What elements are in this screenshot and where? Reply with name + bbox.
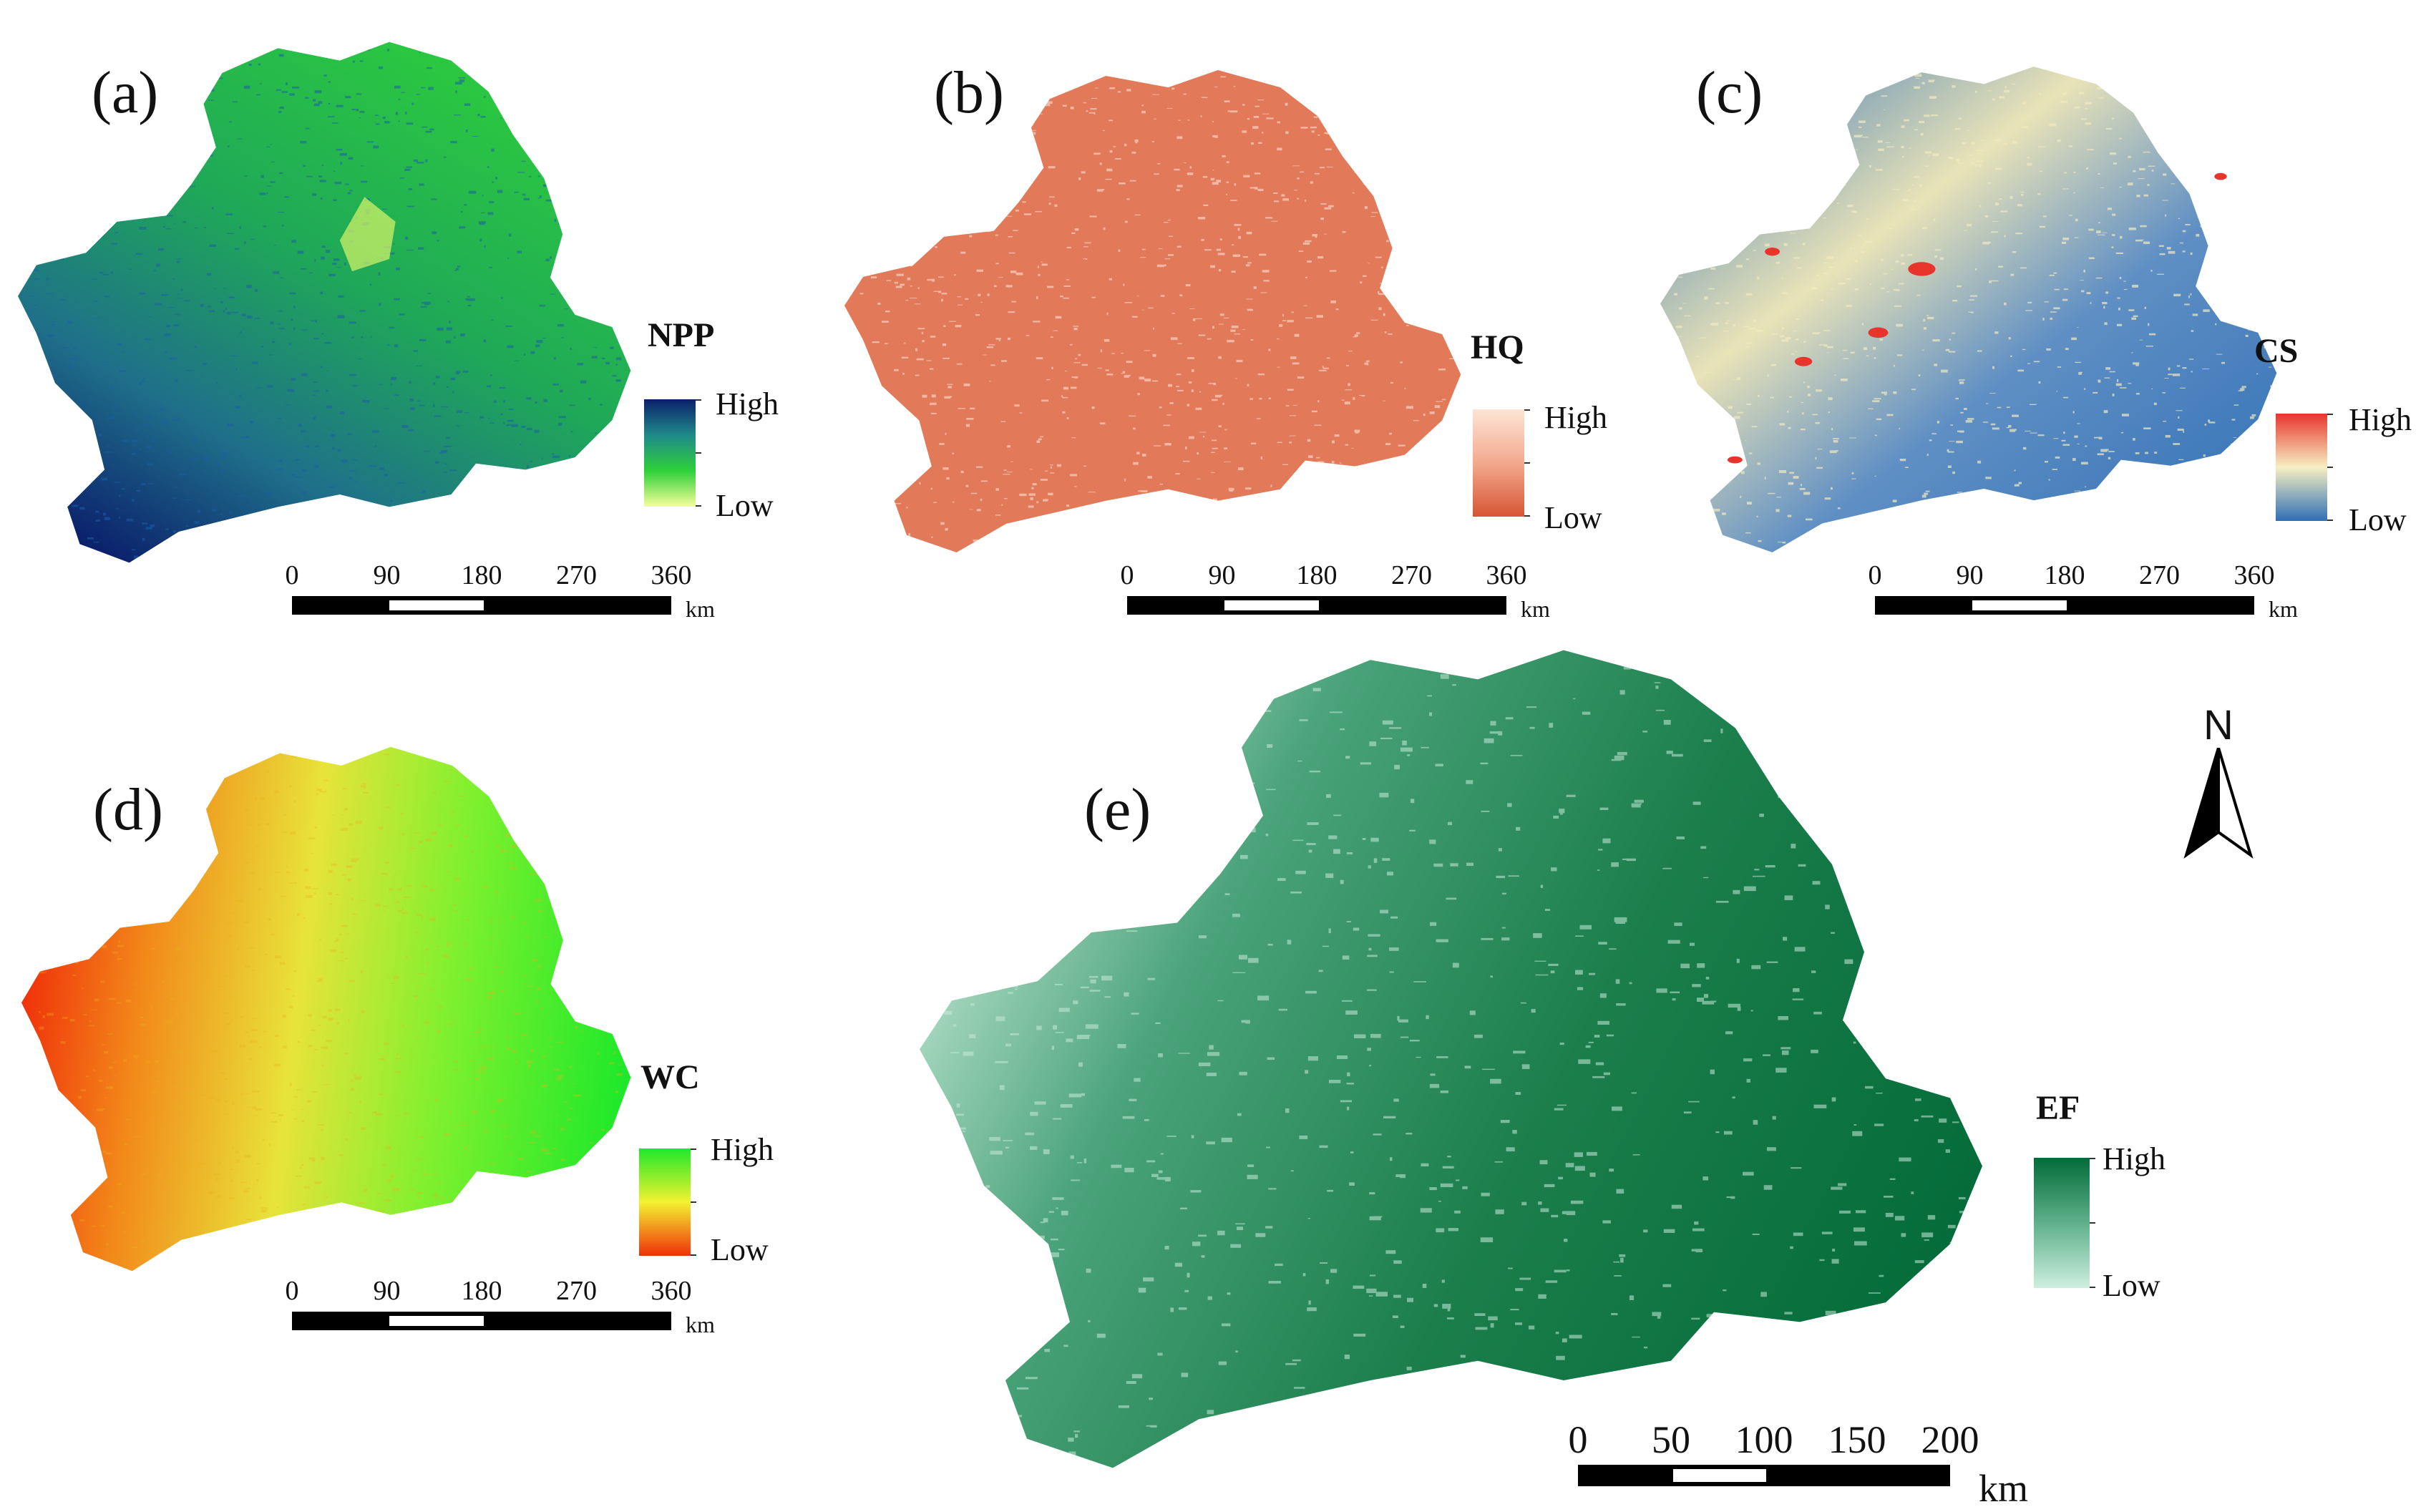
scale-tick-label: 90	[1208, 560, 1236, 590]
panel-label: (a)	[92, 59, 159, 126]
legend-low-label: Low	[2349, 502, 2407, 537]
legend-colorbar	[1473, 409, 1524, 517]
legend-low-label: Low	[711, 1232, 769, 1267]
panel-label: (d)	[93, 776, 163, 843]
panel-label: (c)	[1696, 59, 1763, 126]
scale-tick-label: 0	[285, 1276, 299, 1306]
high-cs-spots	[1727, 172, 2227, 464]
scale-tick-label: 180	[461, 1276, 502, 1306]
scale-tick-label: 90	[373, 1276, 401, 1306]
scale-tick-label: 100	[1735, 1418, 1793, 1461]
scale-tick-label: 90	[1956, 560, 1984, 590]
legend-low-label: Low	[2103, 1268, 2160, 1303]
scale-tick-label: 150	[1828, 1418, 1886, 1461]
legend-high-label: High	[711, 1132, 774, 1167]
legend-colorbar	[644, 399, 696, 507]
north-arrow-icon	[2183, 748, 2254, 859]
panel-label: (b)	[934, 59, 1004, 126]
legend-colorbar	[639, 1148, 691, 1256]
scale-tick-label: 360	[651, 560, 692, 590]
scale-tick-label: 180	[1296, 560, 1338, 590]
scale-tick-label: 200	[1921, 1418, 1979, 1461]
scale-tick-label: 360	[651, 1276, 692, 1306]
scale-tick-label: 270	[556, 1276, 597, 1306]
scale-tick-label: 360	[1486, 560, 1527, 590]
north-arrow: N	[2179, 705, 2258, 869]
ef-map	[920, 640, 1993, 1478]
scale-unit-label: km	[686, 1312, 715, 1337]
scale-tick-label: 270	[2139, 560, 2180, 590]
legend-title: NPP	[648, 316, 715, 354]
scale-tick-label: 0	[1120, 560, 1134, 590]
low-npp-patch	[339, 197, 396, 272]
scale-track	[1875, 596, 2254, 615]
scale-unit-label: km	[1979, 1467, 2029, 1510]
legend-title: EF	[2036, 1089, 2080, 1127]
scale-tick-label: 0	[1868, 560, 1882, 590]
wc-map	[21, 741, 637, 1277]
scale-tick-label: 0	[1568, 1418, 1588, 1461]
scale-tick-label: 90	[373, 560, 401, 590]
legend-title: HQ	[1471, 328, 1524, 366]
scale-track	[1127, 596, 1506, 615]
scale-tick-label: 0	[285, 560, 299, 590]
scale-track	[292, 596, 671, 615]
scale-tick-label: 50	[1652, 1418, 1690, 1461]
scale-unit-label: km	[686, 596, 715, 622]
region-outline	[1660, 67, 2277, 552]
scale-unit-label: km	[2269, 596, 2298, 622]
panel-label: (e)	[1084, 776, 1151, 843]
legend-high-label: High	[716, 386, 779, 421]
scale-tick-label: 270	[1391, 560, 1432, 590]
npp-map	[18, 36, 637, 569]
hq-map	[844, 64, 1467, 558]
region-outline	[920, 650, 1982, 1468]
scale-tick-label: 270	[556, 560, 597, 590]
scale-track	[292, 1312, 671, 1330]
scale-tick-label: 180	[461, 560, 502, 590]
north-arrow-label: N	[2203, 702, 2233, 748]
scale-track	[1578, 1465, 1950, 1486]
legend-high-label: High	[1544, 400, 1607, 435]
legend-high-label: High	[2349, 402, 2412, 437]
legend-high-label: High	[2103, 1141, 2166, 1176]
region-outline	[844, 70, 1461, 552]
region-outline	[21, 746, 631, 1272]
scale-unit-label: km	[1521, 596, 1550, 622]
scale-tick-label: 360	[2233, 560, 2275, 590]
legend-low-label: Low	[1544, 500, 1602, 535]
legend-low-label: Low	[716, 488, 774, 523]
region-outline	[18, 42, 631, 563]
cs-map	[1660, 61, 2283, 558]
scale-tick-label: 180	[2044, 560, 2085, 590]
legend-colorbar	[2276, 414, 2327, 521]
legend-title: CS	[2254, 332, 2299, 370]
legend-colorbar	[2034, 1158, 2090, 1288]
legend-title: WC	[640, 1058, 700, 1096]
